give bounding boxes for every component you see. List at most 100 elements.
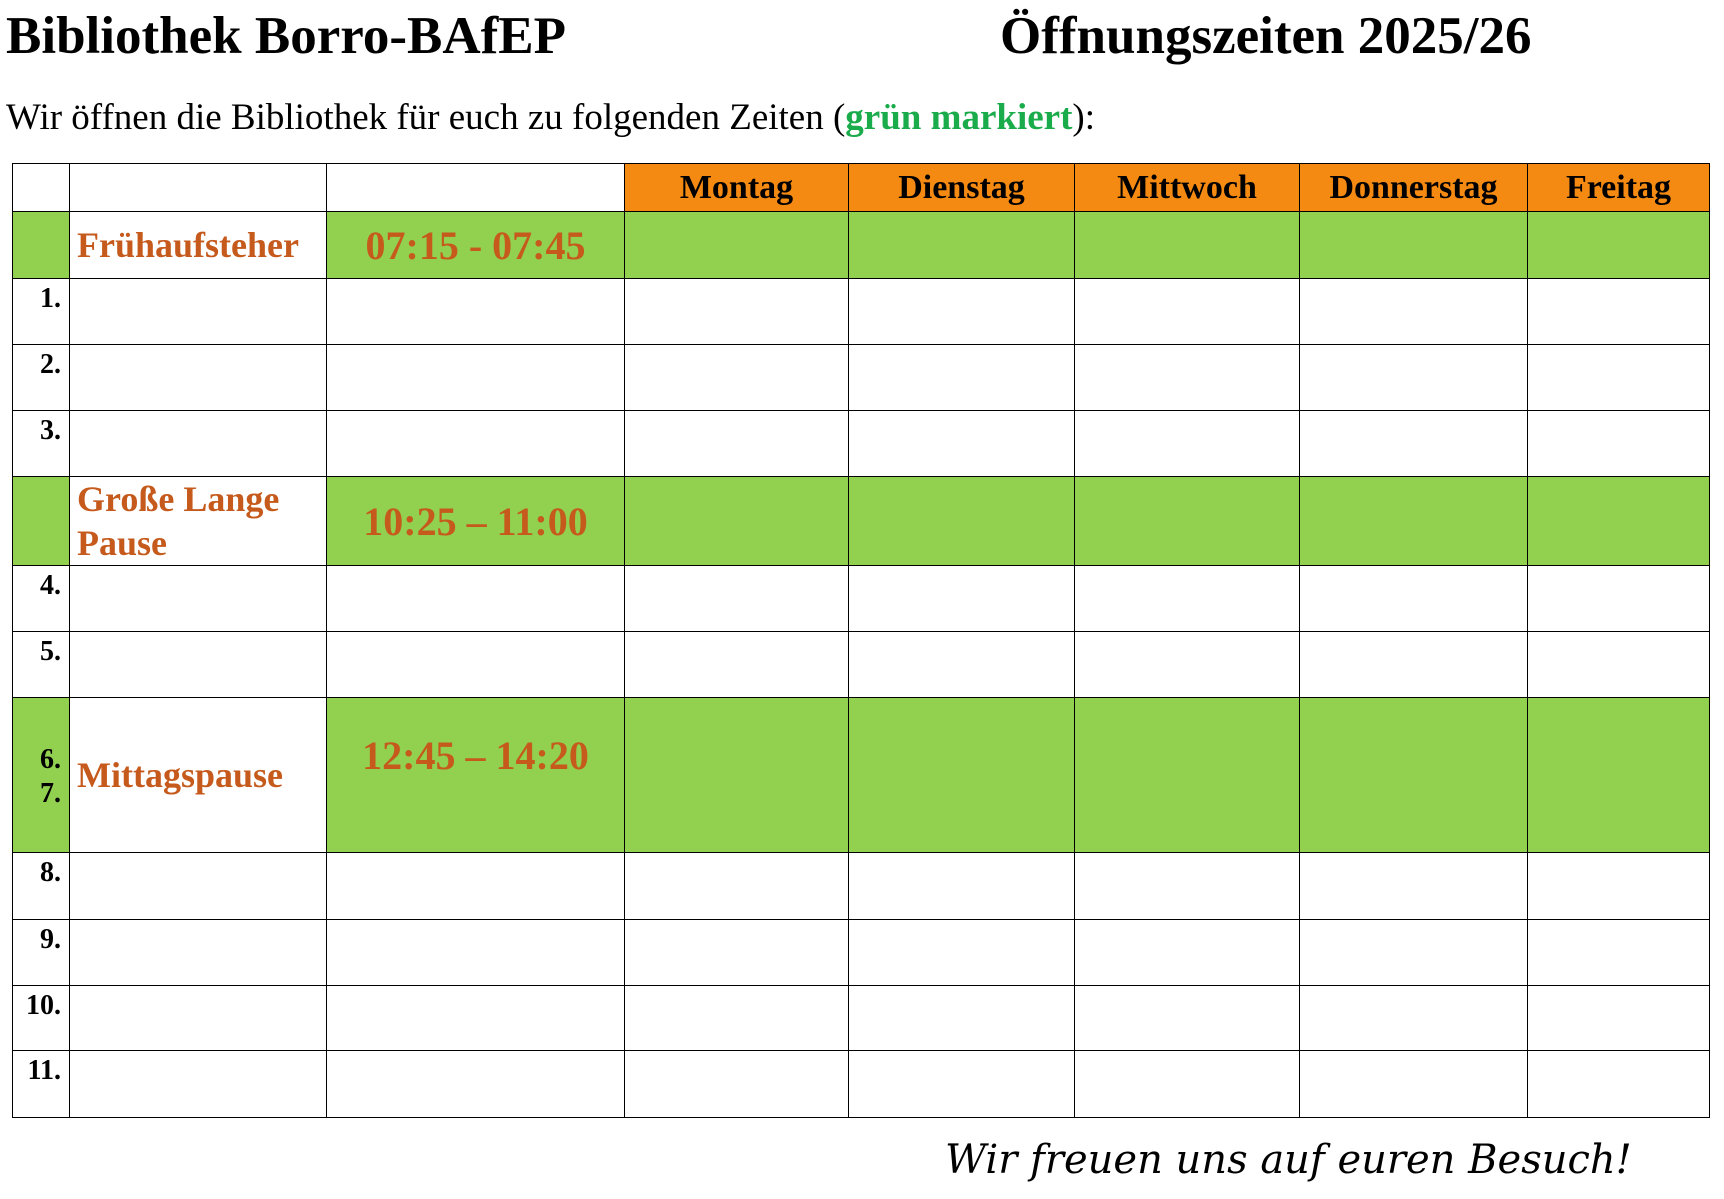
- period-number: 10.: [12, 985, 70, 1051]
- day-cell: [1299, 410, 1528, 477]
- period-number: 8.: [12, 852, 70, 920]
- table-row: 4.: [12, 565, 1710, 632]
- day-cell: [1299, 565, 1528, 632]
- day-cell: [848, 631, 1075, 698]
- period-label: [69, 985, 327, 1051]
- time-range: 10:25 – 11:00: [326, 476, 625, 566]
- period-label: [69, 565, 327, 632]
- period-label: [69, 344, 327, 411]
- day-cell: [1074, 344, 1300, 411]
- day-cell: [624, 211, 849, 279]
- day-header: Donnerstag: [1299, 163, 1528, 212]
- period-number: 3.: [12, 410, 70, 477]
- day-header: Montag: [624, 163, 849, 212]
- period-number: [12, 211, 70, 279]
- day-cell: [848, 697, 1075, 853]
- table-row: 10.: [12, 985, 1710, 1051]
- time-range: 07:15 - 07:45: [326, 211, 625, 279]
- table-row: 11.: [12, 1050, 1710, 1118]
- period-label: [69, 852, 327, 920]
- day-cell: [624, 919, 849, 986]
- period-number: 11.: [12, 1050, 70, 1118]
- time-range: [326, 410, 625, 477]
- time-range: [326, 985, 625, 1051]
- day-cell: [1527, 697, 1710, 853]
- day-cell: [624, 1050, 849, 1118]
- day-cell: [1527, 565, 1710, 632]
- day-cell: [848, 211, 1075, 279]
- table-row: 6. 7. Mittagspause 12:45 – 14:20: [12, 697, 1710, 853]
- page-title: Bibliothek Borro-BAfEP: [6, 7, 566, 65]
- day-cell: [1299, 852, 1528, 920]
- day-cell: [1074, 631, 1300, 698]
- day-cell: [1299, 631, 1528, 698]
- day-cell: [1299, 985, 1528, 1051]
- table-row: 9.: [12, 919, 1710, 986]
- period-label: [69, 919, 327, 986]
- day-cell: [1299, 211, 1528, 279]
- day-cell: [1074, 476, 1300, 566]
- day-cell: [624, 852, 849, 920]
- day-cell: [1074, 985, 1300, 1051]
- empty-cell: [69, 163, 327, 212]
- period-label: Große Lange Pause: [69, 476, 327, 566]
- day-cell: [848, 410, 1075, 477]
- day-cell: [1074, 211, 1300, 279]
- day-cell: [1074, 919, 1300, 986]
- footer-text: Wir freuen uns auf euren Besuch!: [945, 1137, 1632, 1183]
- time-range: [326, 344, 625, 411]
- period-label: Frühaufsteher: [69, 211, 327, 279]
- day-cell: [1074, 565, 1300, 632]
- day-header: Freitag: [1527, 163, 1710, 212]
- day-cell: [848, 565, 1075, 632]
- table-row: 8.: [12, 852, 1710, 920]
- day-cell: [624, 278, 849, 345]
- period-number: 1.: [12, 278, 70, 345]
- table-row: 5.: [12, 631, 1710, 698]
- day-cell: [1527, 278, 1710, 345]
- day-cell: [1074, 278, 1300, 345]
- day-cell: [1299, 919, 1528, 986]
- time-range: [326, 1050, 625, 1118]
- day-cell: [848, 344, 1075, 411]
- day-cell: [1527, 1050, 1710, 1118]
- day-cell: [624, 410, 849, 477]
- intro-after: ):: [1072, 97, 1096, 138]
- day-cell: [1527, 919, 1710, 986]
- day-cell: [1527, 211, 1710, 279]
- day-header: Mittwoch: [1074, 163, 1300, 212]
- period-number: 6. 7.: [12, 697, 70, 853]
- intro-text: Wir öffnen die Bibliothek für euch zu fo…: [6, 96, 1095, 139]
- day-cell: [848, 476, 1075, 566]
- day-cell: [624, 697, 849, 853]
- day-cell: [1527, 476, 1710, 566]
- day-header: Dienstag: [848, 163, 1075, 212]
- period-number: 9.: [12, 919, 70, 986]
- period-number: 4.: [12, 565, 70, 632]
- time-range: [326, 278, 625, 345]
- day-cell: [1074, 410, 1300, 477]
- time-range: [326, 631, 625, 698]
- day-cell: [848, 278, 1075, 345]
- period-label: Mittagspause: [69, 697, 327, 853]
- period-label: [69, 631, 327, 698]
- empty-cell: [326, 163, 625, 212]
- time-range: [326, 919, 625, 986]
- day-cell: [1299, 1050, 1528, 1118]
- period-label: [69, 410, 327, 477]
- day-cell: [1527, 344, 1710, 411]
- day-cell: [848, 985, 1075, 1051]
- day-cell: [1074, 852, 1300, 920]
- period-label: [69, 278, 327, 345]
- table-row: 1.: [12, 278, 1710, 345]
- time-range: [326, 565, 625, 632]
- day-cell: [1299, 697, 1528, 853]
- day-cell: [1527, 985, 1710, 1051]
- time-range: [326, 852, 625, 920]
- day-cell: [624, 631, 849, 698]
- intro-before: Wir öffnen die Bibliothek für euch zu fo…: [6, 97, 846, 138]
- time-range: 12:45 – 14:20: [326, 697, 625, 853]
- header-row: Montag Dienstag Mittwoch Donnerstag Frei…: [12, 163, 1710, 212]
- page-subtitle: Öffnungszeiten 2025/26: [1000, 7, 1532, 65]
- day-cell: [848, 852, 1075, 920]
